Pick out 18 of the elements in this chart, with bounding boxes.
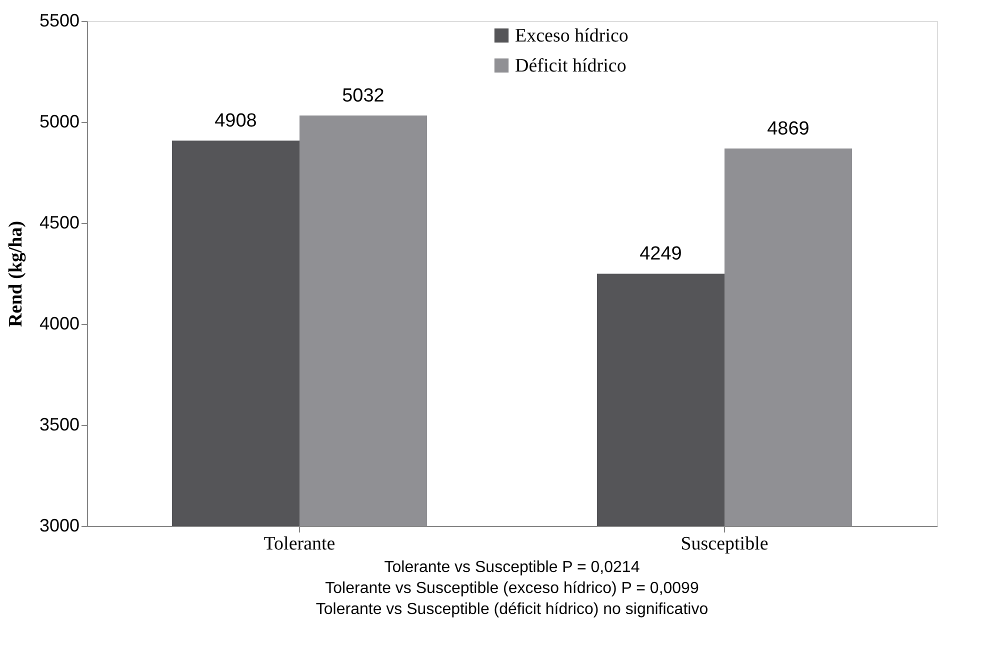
text: Tolerante vs Susceptible (exceso hídrico) P = 0,0099: [325, 580, 699, 597]
y-tick-label: 4500: [39, 212, 80, 232]
data-label: 4249: [640, 244, 682, 265]
data-label: 4869: [767, 118, 810, 140]
y-tick-label: 5000: [39, 112, 80, 132]
x-tick-label: Susceptible: [680, 534, 768, 554]
y-tick-label: 5500: [39, 10, 80, 30]
y-tick-label: 3000: [39, 516, 80, 536]
text: Tolerante vs Susceptible P = 0,0214: [384, 559, 640, 576]
data-label: 4908: [214, 110, 257, 132]
text: Tolerante vs Susceptible (déficit hídrico) no significativo: [316, 601, 708, 618]
legend-label: Déficit hídrico: [515, 56, 626, 76]
y-axis-title: Rend (kg/ha): [5, 220, 26, 328]
y-tick-label: 4000: [39, 314, 80, 334]
data-label: 5032: [342, 86, 384, 107]
x-tick-label: Tolerante: [264, 534, 336, 554]
y-tick-label: 3500: [39, 414, 80, 434]
legend-label: Exceso hídrico: [515, 26, 628, 46]
